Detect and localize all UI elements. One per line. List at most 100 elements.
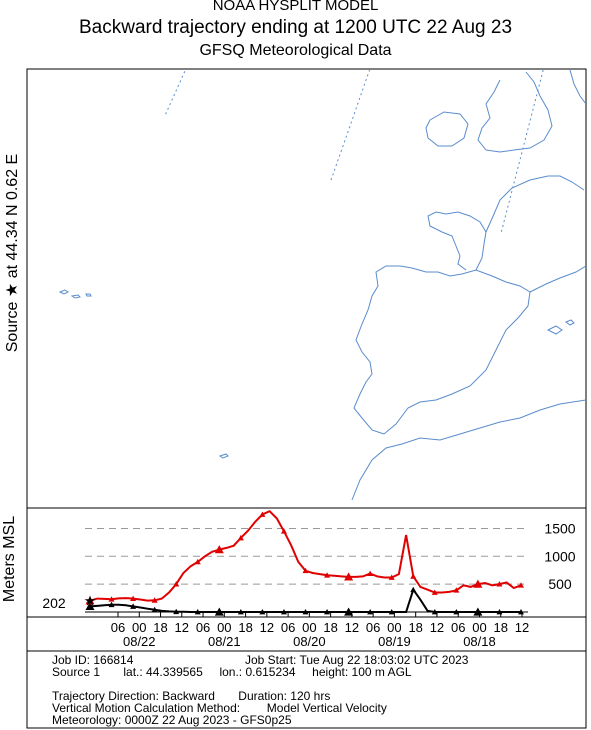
height-marker [214,607,224,616]
height-marker [302,567,309,574]
date-label: 08/20 [293,634,326,649]
height-tick-label: 1000 [544,548,575,564]
height-marker [259,609,266,615]
height-marker [431,609,438,615]
height-marker [324,572,331,578]
height-tick-label: 1500 [544,520,575,536]
height-marker [237,534,244,541]
meridian-line [330,70,371,181]
time-tick-label: 06 [366,620,380,635]
time-tick-label: 12 [515,620,529,635]
time-tick-label: 12 [260,620,274,635]
map-frame [26,68,587,509]
height-tick-label: 500 [548,576,572,592]
header-title: Backward trajectory ending at 1200 UTC 2… [78,17,513,38]
date-label: 08/22 [123,634,156,649]
height-marker [173,581,180,587]
height-marker [194,558,201,565]
height-marker [410,586,417,593]
height-marker [388,574,395,580]
time-tick-label: 18 [153,620,167,635]
height-marker [367,570,374,576]
height-marker [259,511,266,517]
parallel-line [0,0,591,41]
height-marker [151,606,158,613]
time-tick-label: 00 [302,620,316,635]
meridian-line [500,70,544,232]
time-tick-label: 12 [430,620,444,635]
info-source: Source 1 lat.: 44.339565 lon.: 0.615234 … [52,665,412,679]
height-marker [388,609,395,615]
height-marker [410,573,417,579]
time-tick-label: 06 [281,620,295,635]
height-marker [214,545,224,554]
height-marker [473,607,483,616]
coastlines [58,70,585,501]
height-marker [302,609,309,615]
height-source-star: ★ [84,594,97,610]
height-profile: 500 1000 1500 202 ★ [42,510,576,616]
scandinavia-coast [569,70,585,104]
france-coast [427,211,487,271]
time-tick-label: 12 [345,620,359,635]
height-marker [85,596,95,605]
height-marker [453,587,460,593]
info-direction: Trajectory Direction: Backward Duration:… [52,689,331,703]
height-marker [344,607,354,616]
time-tick-label: 06 [111,620,125,635]
north-africa-coast [351,399,585,501]
time-tick-label: 00 [472,620,486,635]
height-marker [108,596,115,602]
time-tick-label: 06 [451,620,465,635]
start-height-label: 202 [42,595,66,611]
info-job-id: Job ID: 166814 [52,653,134,667]
header-meteorology: GFSQ Meteorological Data [199,42,392,59]
info-job-start: Job Start: Tue Aug 22 18:03:02 UTC 2023 [245,653,469,667]
height-marker [151,597,158,603]
graticule: -30-25-20-15-10-50550454035 [0,0,591,232]
azores-islands [58,289,92,299]
time-tick-label: 00 [217,620,231,635]
height-marker [194,609,201,615]
ireland-coast [425,111,469,147]
height-marker [280,528,287,534]
height-marker [344,572,354,581]
time-tick-label: 12 [175,620,189,635]
madeira-islands [218,453,229,459]
height-marker [367,609,374,615]
meridian-line [6,0,591,35]
time-tick-label: 18 [323,620,337,635]
time-tick-label: 00 [387,620,401,635]
height-marker [280,609,287,615]
iberia-coast [353,265,531,435]
date-label: 08/21 [208,634,241,649]
info-frame [26,650,587,729]
height-marker [130,603,137,609]
height-marker [518,582,524,588]
height-marker [431,589,438,595]
height-marker [496,581,503,587]
mediterranean-coast [529,266,585,293]
balearic-islands [546,319,575,335]
height-marker [324,609,331,615]
height-marker [108,601,115,608]
info-meteorology: Meteorology: 0000Z 22 Aug 2023 - GFS0p25 [52,713,292,727]
height-marker [130,595,137,602]
britain-coast [477,71,553,153]
header-line-1: NOAA HYSPLIT MODEL [212,0,379,14]
time-tick-label: 18 [408,620,422,635]
france-north [485,175,585,233]
height-marker [237,609,244,615]
time-tick-label: 18 [494,620,508,635]
height-marker [85,601,95,611]
height-marker [473,579,483,588]
time-tick-label: 06 [196,620,210,635]
height-marker [173,608,180,615]
map-area: -30-25-20-15-10-50550454035 ★ [0,0,591,501]
meridian-line [165,70,186,115]
time-axis: 06 00 18 12 06 00 18 12 06 00 18 12 06 00 18 12 06 00 18 12… [111,612,529,649]
time-tick-label: 00 [132,620,146,635]
date-label: 08/19 [378,634,411,649]
date-label: 08/18 [463,634,496,649]
